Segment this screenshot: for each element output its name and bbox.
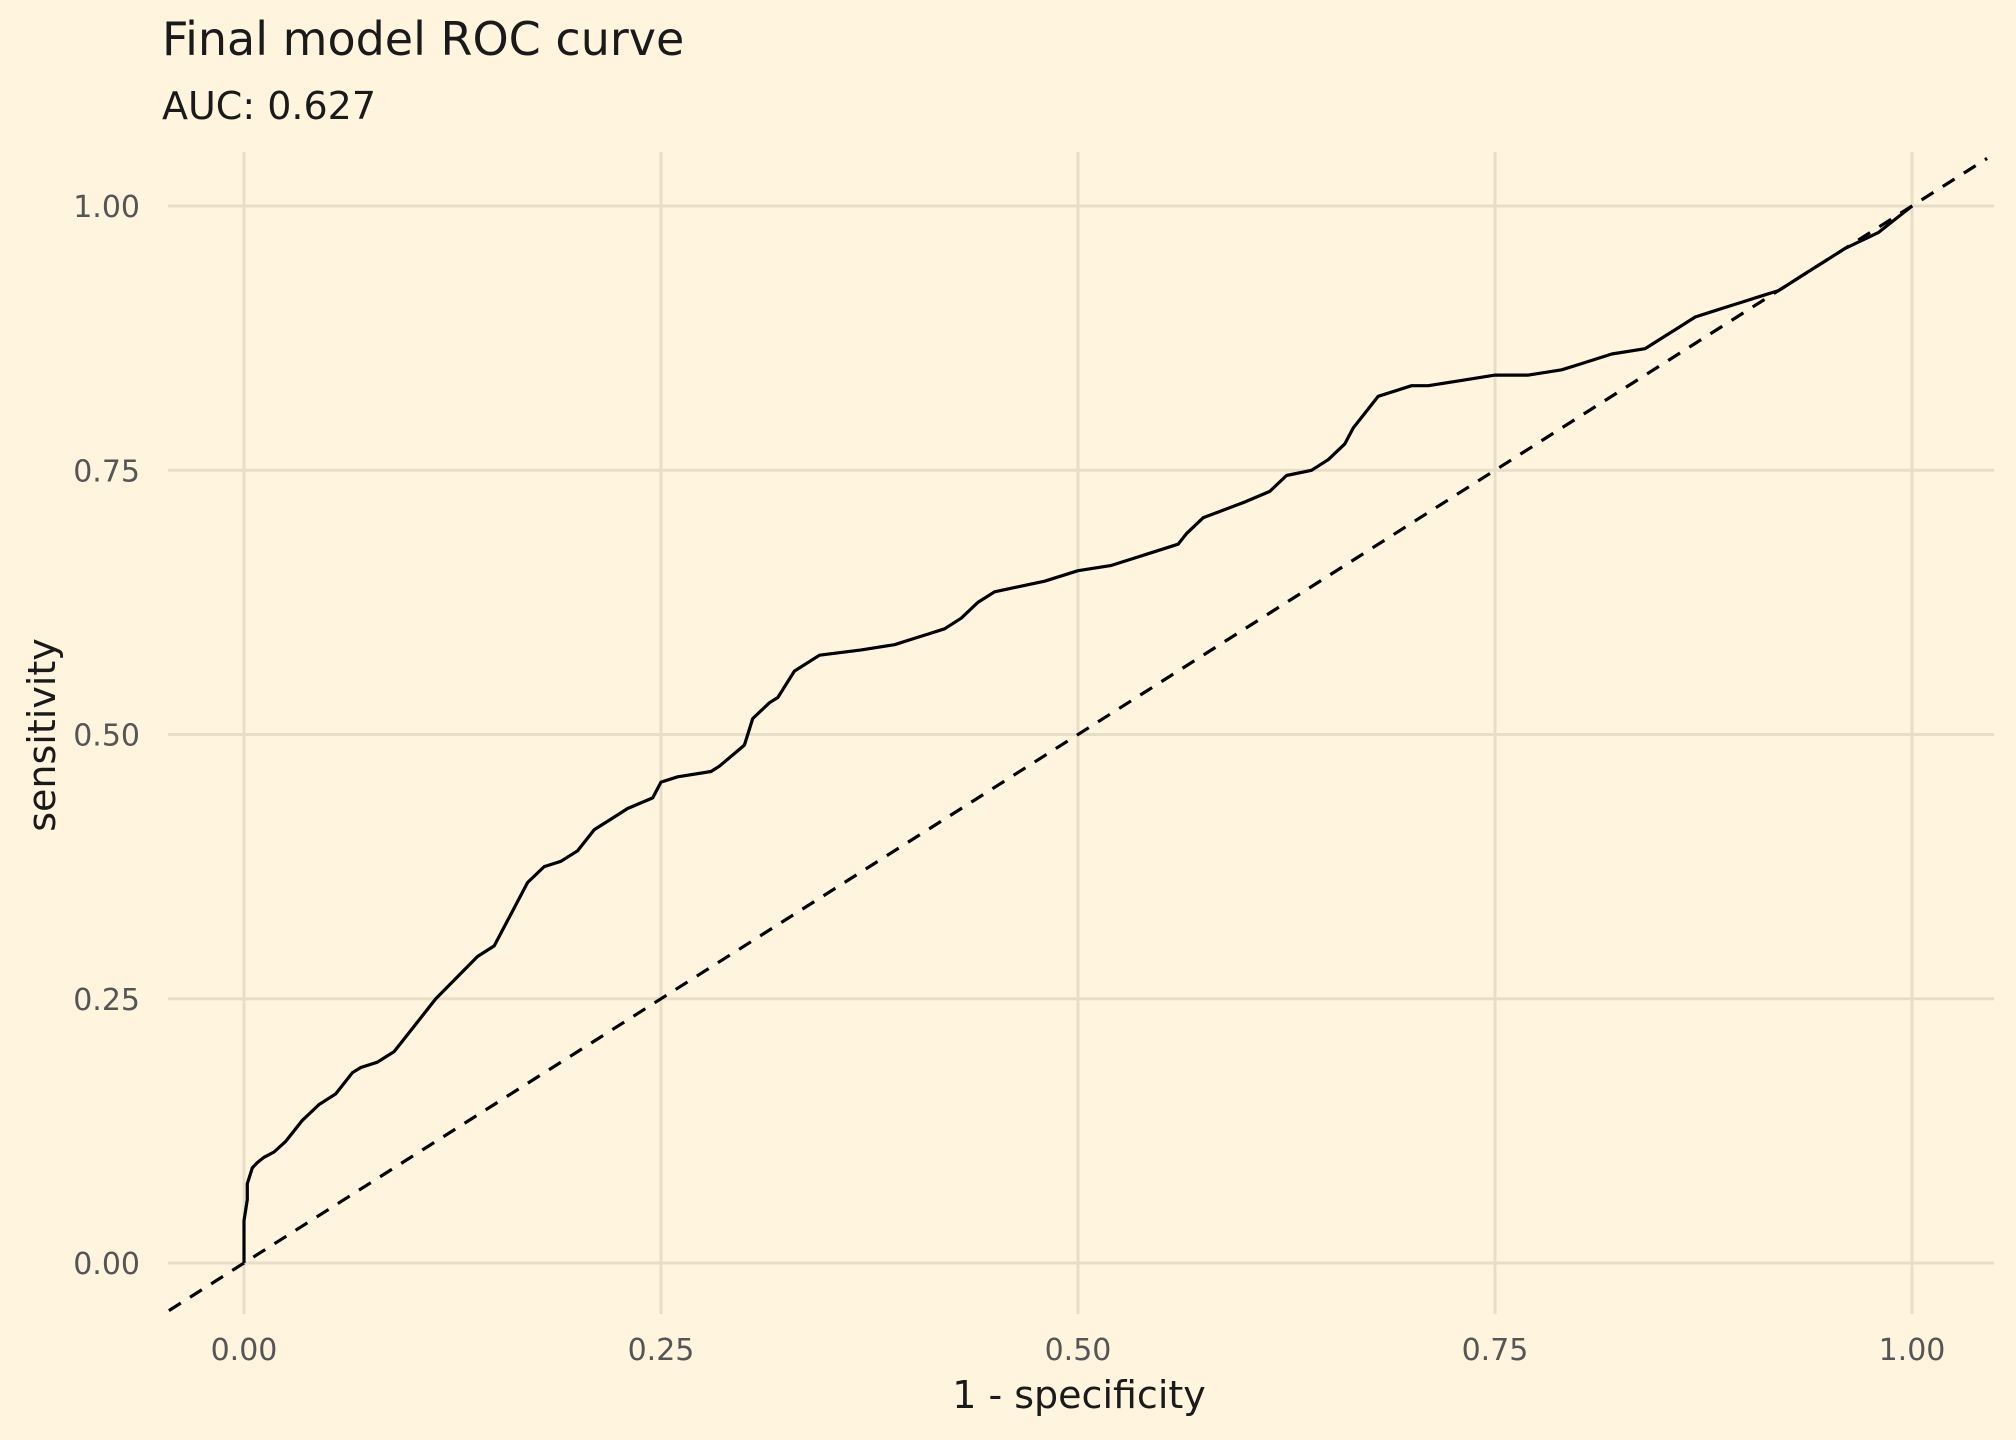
x-axis-label: 1 - specificity xyxy=(952,1373,1206,1417)
y-tick-label: 1.00 xyxy=(73,190,140,225)
roc-curve-line xyxy=(242,204,1913,1263)
y-tick-label: 0.50 xyxy=(73,719,140,754)
series-lines xyxy=(168,157,1988,1312)
y-tick-label: 0.25 xyxy=(73,983,140,1018)
x-tick-label: 0.00 xyxy=(211,1333,278,1368)
y-tick-label: 0.75 xyxy=(73,454,140,489)
chart-title: Final model ROC curve xyxy=(162,12,685,66)
x-tick-label: 0.50 xyxy=(1045,1333,1112,1368)
x-tick-label: 0.75 xyxy=(1462,1333,1529,1368)
y-tick-label: 0.00 xyxy=(73,1247,140,1282)
reference-diagonal-line xyxy=(168,157,1988,1312)
chart-subtitle: AUC: 0.627 xyxy=(162,84,377,128)
y-axis-label: sensitivity xyxy=(20,638,64,832)
x-tick-label: 0.25 xyxy=(628,1333,695,1368)
x-tick-label: 1.00 xyxy=(1879,1333,1946,1368)
grid-lines xyxy=(168,152,1994,1314)
tick-labels: 0.00 0.25 0.50 0.75 1.00 0.00 0.25 0.50 0.75 1.00 xyxy=(73,190,1945,1368)
